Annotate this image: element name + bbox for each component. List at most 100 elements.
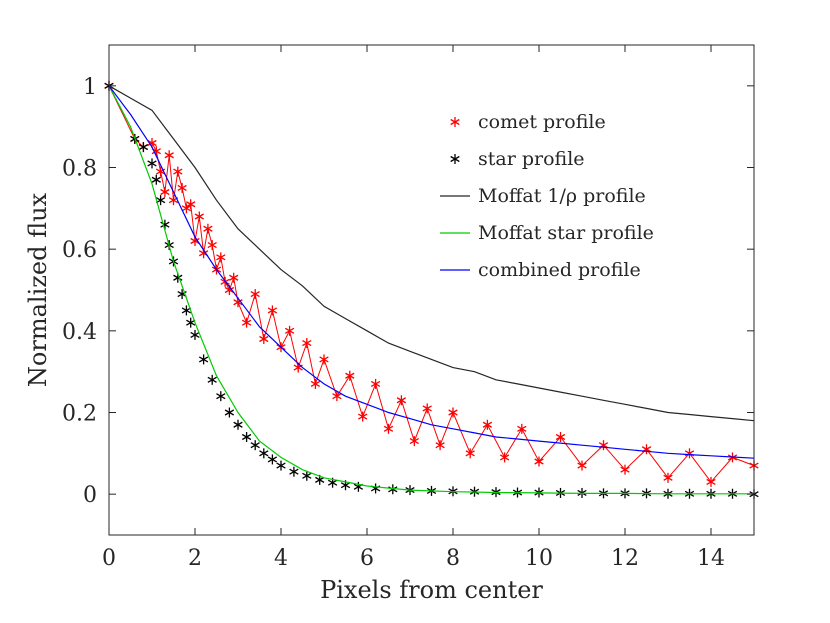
data-point: [216, 252, 226, 263]
axes-layer: 0 2 4 6 8 10 12 14 0 0.2 0.4 0.6 0.8 1: [62, 44, 755, 571]
series-layer: [104, 80, 759, 500]
data-point: [160, 219, 170, 230]
x-tick-label: 10: [525, 546, 553, 571]
data-point: [229, 272, 239, 283]
data-point: [241, 432, 252, 442]
data-point: [383, 423, 394, 434]
data-point: [310, 378, 321, 389]
data-point: [259, 334, 269, 344]
data-point: [302, 338, 312, 349]
data-point: [448, 407, 458, 418]
data-point: [370, 378, 381, 389]
data-point: [358, 411, 368, 422]
y-tick-label: 0.2: [62, 402, 97, 427]
series-comet-profile: [104, 80, 759, 487]
y-axis-label: Normalized flux: [24, 192, 52, 387]
plot-background: [109, 45, 754, 535]
x-tick-label: 12: [611, 546, 639, 571]
series-line: [108, 85, 755, 422]
data-point: [517, 423, 527, 434]
legend-item-star-profile: star profile: [450, 148, 585, 170]
x-tick-label: 0: [102, 546, 116, 571]
data-point: [177, 182, 187, 193]
data-point: [138, 142, 149, 153]
data-point: [190, 329, 200, 340]
data-point: [663, 472, 673, 483]
data-point: [577, 460, 587, 471]
data-point: [241, 317, 252, 328]
legend-item-comet-profile: comet profile: [450, 111, 606, 133]
x-axis-label: Pixels from center: [320, 576, 543, 604]
data-point: [706, 476, 716, 487]
data-point: [555, 432, 566, 442]
data-point: [534, 456, 544, 467]
data-point: [482, 419, 493, 430]
legend-item-combined-profile: combined profile: [440, 259, 641, 281]
data-point: [259, 448, 269, 459]
data-point: [302, 470, 312, 481]
y-tick-label: 0.4: [62, 320, 97, 345]
data-point: [160, 187, 170, 197]
x-tick-label: 14: [697, 546, 725, 571]
y-tick-label: 0.8: [62, 157, 97, 182]
data-point: [224, 407, 235, 418]
x-tick-label: 4: [274, 546, 288, 571]
legend-item-moffat-star-profile: Moffat star profile: [440, 222, 654, 244]
data-point: [194, 211, 204, 222]
data-point: [186, 317, 196, 328]
series-line: [108, 85, 754, 495]
legend: comet profile star profile Moffat 1/ρ prof…: [440, 111, 654, 281]
data-point: [186, 199, 196, 210]
data-point: [155, 195, 166, 206]
data-point: [267, 305, 278, 316]
series-combined-profile: [108, 85, 755, 459]
data-point: [620, 464, 630, 475]
data-point: [396, 395, 407, 406]
data-point: [181, 203, 192, 214]
data-point: [345, 370, 355, 381]
x-tick-label: 2: [188, 546, 202, 571]
data-point: [332, 391, 342, 402]
legend-marker: [450, 154, 460, 164]
legend-label: combined profile: [478, 259, 641, 281]
x-tick-label: 6: [360, 546, 374, 571]
series-line: [108, 85, 755, 459]
axes-frame: [108, 44, 755, 536]
legend-item-moffat-1-profile: Moffat 1/ρ profile: [440, 185, 646, 207]
data-point: [435, 440, 445, 451]
data-point: [151, 174, 161, 185]
x-tick-label: 8: [446, 546, 460, 571]
data-point: [319, 354, 329, 365]
series-moffat-1-profile: [108, 85, 755, 422]
data-point: [499, 452, 510, 463]
data-point: [289, 466, 299, 477]
data-point: [422, 403, 432, 414]
legend-label: Moffat star profile: [478, 222, 654, 244]
data-point: [250, 440, 260, 451]
legend-label: comet profile: [478, 111, 606, 133]
legend-label: star profile: [478, 148, 585, 170]
y-tick-label: 1: [83, 75, 97, 100]
data-point: [207, 374, 217, 385]
data-point: [267, 454, 278, 465]
data-point: [276, 460, 286, 471]
data-point: [198, 354, 209, 365]
legend-marker: [450, 117, 460, 127]
data-point: [173, 166, 183, 177]
legend-label: Moffat 1/ρ profile: [478, 185, 646, 207]
data-point: [233, 419, 243, 430]
y-tick-label: 0.6: [62, 238, 97, 263]
data-point: [409, 436, 419, 447]
data-point: [284, 325, 295, 336]
data-point: [465, 448, 475, 459]
data-point: [164, 150, 174, 161]
data-point: [207, 240, 217, 251]
data-point: [147, 158, 157, 169]
data-point: [216, 391, 226, 402]
series-moffat-star-profile: [108, 85, 754, 495]
data-point: [250, 289, 260, 300]
plot-area: [109, 45, 754, 535]
data-point: [203, 223, 213, 234]
y-tick-label: 0: [83, 483, 97, 508]
